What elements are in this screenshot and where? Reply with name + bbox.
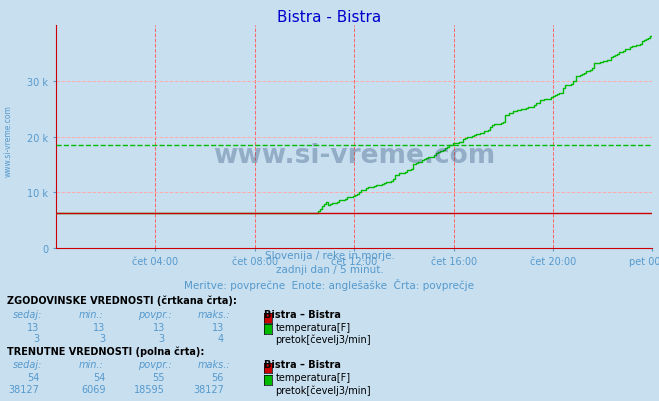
Text: 3: 3 bbox=[159, 334, 165, 344]
Text: Meritve: povprečne  Enote: anglešaške  Črta: povprečje: Meritve: povprečne Enote: anglešaške Črt… bbox=[185, 279, 474, 291]
Text: maks.:: maks.: bbox=[198, 359, 231, 369]
Text: TRENUTNE VREDNOSTI (polna črta):: TRENUTNE VREDNOSTI (polna črta): bbox=[7, 346, 204, 356]
Text: 6069: 6069 bbox=[81, 384, 105, 394]
Text: zadnji dan / 5 minut.: zadnji dan / 5 minut. bbox=[275, 265, 384, 275]
Text: 38127: 38127 bbox=[193, 384, 224, 394]
Text: www.si-vreme.com: www.si-vreme.com bbox=[3, 105, 13, 176]
Text: 56: 56 bbox=[212, 372, 224, 382]
Text: 13: 13 bbox=[152, 322, 165, 332]
Text: povpr.:: povpr.: bbox=[138, 359, 172, 369]
Text: min.:: min.: bbox=[79, 309, 104, 319]
Text: povpr.:: povpr.: bbox=[138, 309, 172, 319]
Text: Bistra – Bistra: Bistra – Bistra bbox=[264, 309, 341, 319]
Text: Bistra – Bistra: Bistra – Bistra bbox=[264, 359, 341, 369]
Text: Bistra - Bistra: Bistra - Bistra bbox=[277, 10, 382, 25]
Text: sedaj:: sedaj: bbox=[13, 359, 43, 369]
Text: 55: 55 bbox=[152, 372, 165, 382]
Text: pretok[čevelj3/min]: pretok[čevelj3/min] bbox=[275, 334, 371, 344]
Text: min.:: min.: bbox=[79, 359, 104, 369]
Text: maks.:: maks.: bbox=[198, 309, 231, 319]
Text: ZGODOVINSKE VREDNOSTI (črtkana črta):: ZGODOVINSKE VREDNOSTI (črtkana črta): bbox=[7, 295, 237, 305]
Text: 13: 13 bbox=[93, 322, 105, 332]
Text: 4: 4 bbox=[218, 334, 224, 344]
Text: www.si-vreme.com: www.si-vreme.com bbox=[213, 142, 496, 168]
Text: 3: 3 bbox=[100, 334, 105, 344]
Text: pretok[čevelj3/min]: pretok[čevelj3/min] bbox=[275, 384, 371, 395]
Text: temperatura[F]: temperatura[F] bbox=[275, 322, 351, 332]
Text: 3: 3 bbox=[34, 334, 40, 344]
Text: Slovenija / reke in morje.: Slovenija / reke in morje. bbox=[264, 251, 395, 261]
Text: temperatura[F]: temperatura[F] bbox=[275, 372, 351, 382]
Text: 13: 13 bbox=[27, 322, 40, 332]
Text: 13: 13 bbox=[212, 322, 224, 332]
Text: 54: 54 bbox=[27, 372, 40, 382]
Text: 38127: 38127 bbox=[9, 384, 40, 394]
Text: 18595: 18595 bbox=[134, 384, 165, 394]
Text: sedaj:: sedaj: bbox=[13, 309, 43, 319]
Text: 54: 54 bbox=[93, 372, 105, 382]
